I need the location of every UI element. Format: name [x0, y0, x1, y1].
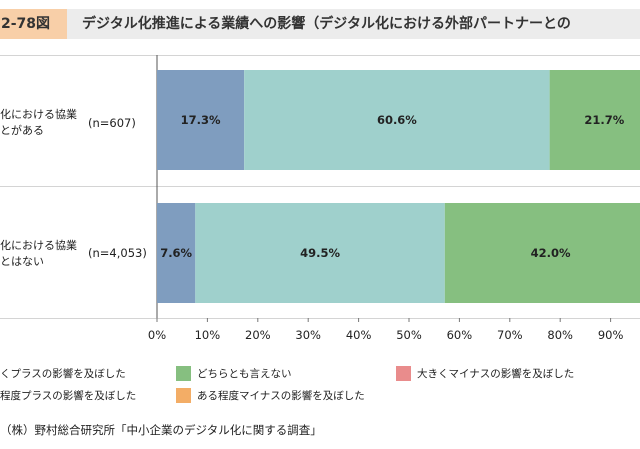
x-tick-label-1: 0% [148, 328, 166, 342]
data-label-1-3: 21.7% [584, 113, 624, 127]
top-rule [0, 55, 640, 56]
data-label-2-3: 42.0% [531, 246, 571, 260]
legend-label-1: くプラスの影響を及ぼした [0, 368, 126, 380]
x-tick-label-6: 50% [396, 328, 422, 342]
chart-title: デジタル化推進による業績への影響（デジタル化における外部パートナーとの [82, 16, 571, 32]
data-label-2-1: 7.6% [160, 246, 192, 260]
category-label-1-line-2: とがある [0, 124, 44, 137]
category-label-1: 化における協業 とがある [0, 107, 77, 139]
figure-label: 2-78図 [0, 9, 67, 39]
category-n-1: (n=607) [88, 116, 136, 130]
bar-segment-2-1 [157, 203, 196, 303]
x-tick-label-4: 30% [295, 328, 321, 342]
category-label-1-line-1: 化における協業 [0, 108, 77, 121]
row-divider [0, 186, 640, 187]
source-note: （株）野村総合研究所「中小企業のデジタル化に関する調査」 [0, 423, 322, 437]
bar-segment-1-3 [549, 70, 640, 170]
x-tick-label-7: 60% [447, 328, 473, 342]
legend-item-1: くプラスの影響を及ぼした [0, 366, 126, 381]
bar-segment-1-1 [157, 70, 245, 170]
legend-item-2: 程度プラスの影響を及ぼした [0, 388, 136, 403]
category-label-2-line-2: とはない [0, 255, 44, 268]
legend-item-4: ある程度マイナスの影響を及ぼした [176, 388, 365, 403]
legend-item-3: どちらとも言えない [176, 366, 292, 381]
x-tick-label-3: 20% [245, 328, 271, 342]
bar-segment-2-3 [444, 203, 640, 303]
data-label-2-2: 49.5% [300, 246, 340, 260]
legend-item-5: 大きくマイナスの影響を及ぼした [396, 366, 574, 381]
legend-label-2: 程度プラスの影響を及ぼした [0, 390, 137, 402]
title-bar: 2-78図 デジタル化推進による業績への影響（デジタル化における外部パートナーと… [0, 9, 640, 39]
legend-swatch-5 [396, 366, 411, 381]
bottom-rule [0, 318, 640, 319]
legend-label-5: 大きくマイナスの影響を及ぼした [417, 368, 575, 380]
x-tick-label-9: 80% [547, 328, 573, 342]
legend-label-3: どちらとも言えない [197, 368, 292, 380]
legend-swatch-3 [176, 366, 191, 381]
x-tick-label-2: 10% [195, 328, 221, 342]
data-label-1-1: 17.3% [181, 113, 221, 127]
legend-swatch-4 [176, 388, 191, 403]
bar-segment-2-2 [195, 203, 445, 303]
bar-segment-1-2 [244, 70, 550, 170]
category-label-2-line-1: 化における協業 [0, 239, 77, 252]
legend-label-4: ある程度マイナスの影響を及ぼした [197, 390, 365, 402]
x-tick-label-5: 40% [346, 328, 372, 342]
category-n-2: (n=4,053) [88, 246, 147, 260]
data-label-1-2: 60.6% [377, 113, 417, 127]
x-tick-label-10: 90% [598, 328, 624, 342]
x-tick-label-8: 70% [497, 328, 523, 342]
category-label-2: 化における協業 とはない [0, 238, 77, 270]
